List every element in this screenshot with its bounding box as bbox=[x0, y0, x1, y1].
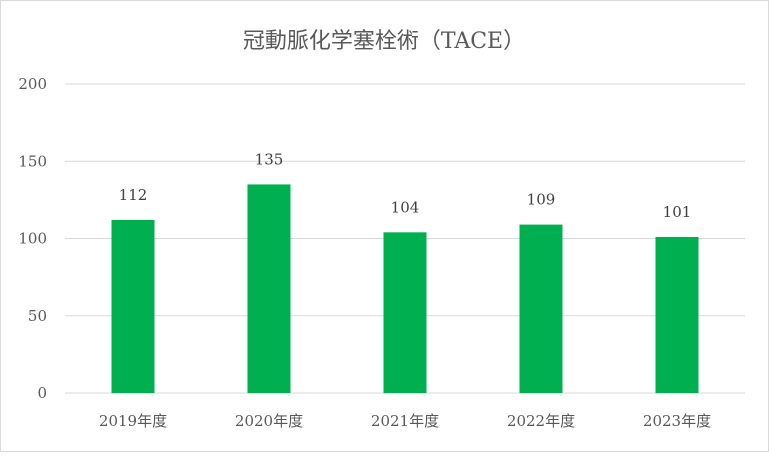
y-tick-label: 0 bbox=[37, 384, 47, 402]
bar-2 bbox=[383, 232, 427, 393]
category-label: 2023年度 bbox=[643, 412, 711, 430]
category-label: 2022年度 bbox=[507, 412, 575, 430]
data-label: 112 bbox=[119, 186, 148, 204]
category-label: 2019年度 bbox=[99, 412, 167, 430]
chart-title: 冠動脈化学塞栓術（TACE） bbox=[243, 29, 525, 54]
data-label: 101 bbox=[663, 203, 692, 221]
bar-1 bbox=[247, 184, 291, 393]
y-tick-label: 150 bbox=[18, 152, 47, 170]
bar-4 bbox=[655, 236, 699, 393]
y-tick-label: 50 bbox=[28, 307, 47, 325]
data-label: 135 bbox=[255, 150, 284, 168]
bar-3 bbox=[519, 224, 563, 393]
y-tick-label: 100 bbox=[18, 230, 47, 248]
category-label: 2020年度 bbox=[235, 412, 303, 430]
y-tick-label: 200 bbox=[18, 75, 47, 93]
data-label: 104 bbox=[391, 198, 420, 216]
bar-0 bbox=[111, 219, 155, 393]
data-label: 109 bbox=[527, 191, 556, 209]
category-label: 2021年度 bbox=[371, 412, 439, 430]
